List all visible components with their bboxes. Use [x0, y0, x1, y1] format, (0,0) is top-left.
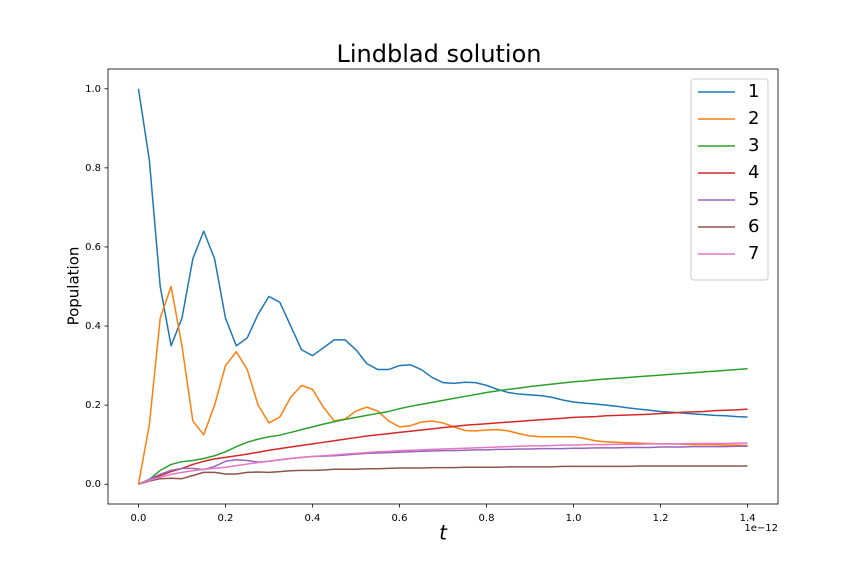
series-line [138, 465, 748, 485]
chart-title: Lindblad solution [337, 40, 542, 68]
y-tick-label: 0.0 [85, 479, 101, 490]
legend-label: 6 [748, 216, 759, 237]
x-tick-label: 0.8 [479, 513, 495, 524]
legend-label: 2 [748, 108, 759, 129]
axes-frame [107, 68, 779, 505]
series-line [138, 368, 748, 485]
legend-label: 7 [748, 243, 759, 264]
series-line [138, 408, 748, 485]
series-line [138, 442, 748, 485]
x-tick-label: 0.6 [392, 513, 408, 524]
y-tick-label: 0.2 [85, 400, 101, 411]
legend-label: 4 [748, 162, 759, 183]
x-tick-label: 1.2 [653, 513, 669, 524]
x-tick-label: 0.2 [218, 513, 234, 524]
legend: 1 2 3 4 5 6 7 [690, 78, 769, 281]
series-line [137, 88, 748, 418]
x-tick-label: 0.4 [305, 513, 321, 524]
y-tick-label: 0.8 [85, 163, 101, 174]
y-tick-label: 0.4 [85, 321, 101, 332]
y-axis-label: Population [65, 247, 83, 326]
legend-label: 3 [748, 135, 759, 156]
series-line [138, 445, 748, 485]
x-tick-label: 1.4 [740, 513, 756, 524]
x-offset-label: 1e−12 [744, 523, 778, 534]
x-tick-label: 0.0 [131, 513, 147, 524]
x-axis-label: t [439, 521, 448, 545]
legend-label: 1 [748, 81, 759, 102]
legend-box [690, 78, 769, 281]
x-tick-label: 1.0 [566, 513, 582, 524]
y-tick-label: 1.0 [85, 84, 101, 95]
y-tick-label: 0.6 [85, 242, 101, 253]
legend-label: 5 [748, 189, 759, 210]
